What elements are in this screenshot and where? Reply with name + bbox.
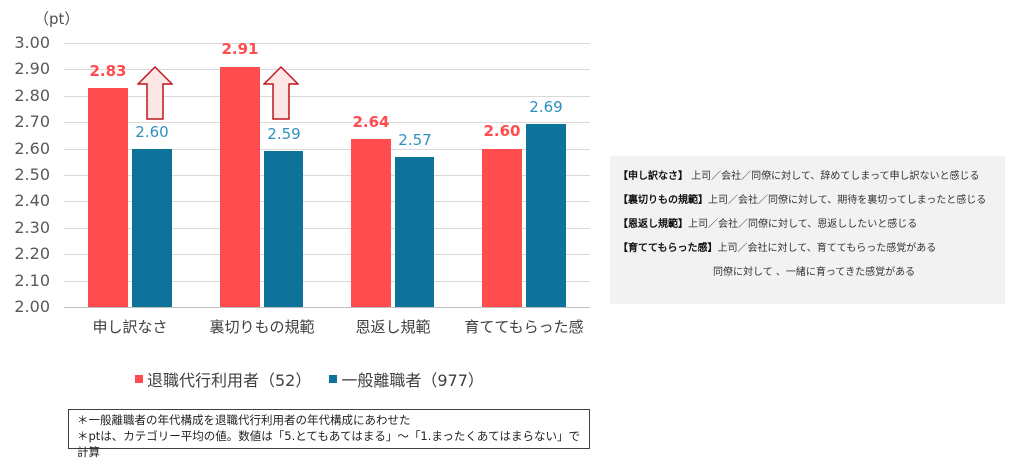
definitions-box: 【申し訳なさ】 上司／会社／同僚に対して、辞めてしまって申し訳ないと感じる 【裏… xyxy=(610,156,1005,304)
gridline xyxy=(64,69,590,70)
bar-general-moushiwake xyxy=(132,149,172,307)
definition-row: 【恩返し規範】上司／会社／同僚に対して、恩返ししたいと感じる xyxy=(618,217,1005,241)
bar-general-ongaeshi xyxy=(395,157,434,307)
definition-row: 【裏切りもの規範】上司／会社／同僚に対して、期待を裏切ってしまったと感じる xyxy=(618,193,1005,217)
definition-term: 【裏切りもの規範】 xyxy=(618,195,708,206)
gridline xyxy=(64,281,590,282)
gridline xyxy=(64,96,590,97)
up-arrow-icon xyxy=(137,66,173,120)
value-label: 2.64 xyxy=(352,113,390,131)
footnote-line: ＊一般離職者の年代構成を退職代行利用者の年代構成にあわせた xyxy=(77,413,411,427)
gridline xyxy=(64,201,590,202)
value-label: 2.83 xyxy=(89,62,127,80)
y-tick: 2.70 xyxy=(14,112,50,131)
definition-text: 同僚に対して 、一緒に育ってきた感覚がある xyxy=(713,267,916,278)
y-tick: 2.60 xyxy=(14,139,50,158)
bar-retire-agency-uragiri xyxy=(220,67,260,307)
legend-item-general: 一般離職者（977） xyxy=(329,367,484,391)
gridline xyxy=(64,175,590,176)
value-label: 2.60 xyxy=(483,122,521,140)
y-tick: 2.50 xyxy=(14,165,50,184)
definition-text: 上司／会社／同僚に対して、辞めてしまって申し訳ないと感じる xyxy=(688,171,980,182)
legend-swatch-red xyxy=(135,375,143,383)
definition-row: 【申し訳なさ】 上司／会社／同僚に対して、辞めてしまって申し訳ないと感じる xyxy=(618,169,1005,193)
x-axis-baseline xyxy=(64,307,590,308)
value-label: 2.59 xyxy=(267,125,301,143)
bar-general-sodatete xyxy=(526,124,566,307)
gridline xyxy=(64,149,590,150)
footnote-line: ＊ptは、カテゴリー平均の値。数値は「5.とてもあてはまる」～「1.まったくあて… xyxy=(77,429,580,459)
definition-term: 【育ててもらった感】 xyxy=(618,243,718,254)
y-tick: 2.00 xyxy=(14,297,50,316)
x-tick-label: 申し訳なさ xyxy=(92,318,168,336)
y-tick: 2.40 xyxy=(14,191,50,210)
gridline xyxy=(64,43,590,44)
legend-label: 退職代行利用者（52） xyxy=(147,371,312,390)
legend-item-retire-agency: 退職代行利用者（52） xyxy=(135,367,311,391)
bar-retire-agency-sodatete xyxy=(482,149,522,307)
definition-row: 【育ててもらった感】上司／会社に対して、育ててもらった感覚がある xyxy=(618,241,1005,265)
definition-text: 上司／会社／同僚に対して、期待を裏切ってしまったと感じる xyxy=(708,195,987,206)
y-tick: 2.20 xyxy=(14,244,50,263)
value-label: 2.69 xyxy=(529,98,563,116)
y-tick: 2.30 xyxy=(14,218,50,237)
bar-retire-agency-ongaeshi xyxy=(351,139,391,307)
gridline xyxy=(64,122,590,123)
x-tick-label: 裏切りもの規範 xyxy=(209,318,315,336)
definition-text: 上司／会社に対して、育ててもらった感覚がある xyxy=(717,243,937,254)
y-axis-unit: （pt） xyxy=(34,10,80,28)
legend-label: 一般離職者（977） xyxy=(341,371,484,390)
value-label: 2.91 xyxy=(221,40,259,58)
y-tick: 2.80 xyxy=(14,86,50,105)
definition-text: 上司／会社／同僚に対して、恩返ししたいと感じる xyxy=(688,219,918,230)
bar-retire-agency-moushiwake xyxy=(88,88,128,307)
definition-term: 【申し訳なさ】 xyxy=(618,171,688,182)
definition-row-continuation: 同僚に対して 、一緒に育ってきた感覚がある xyxy=(618,265,1005,289)
legend-swatch-blue xyxy=(329,375,338,383)
value-label: 2.60 xyxy=(135,123,169,141)
footnote-box: ＊一般離職者の年代構成を退職代行利用者の年代構成にあわせた ＊ptは、カテゴリー… xyxy=(68,409,590,459)
x-tick-label: 育ててもらった感 xyxy=(464,318,584,336)
gridline xyxy=(64,228,590,229)
x-tick-label: 恩返し規範 xyxy=(355,318,431,336)
y-tick: 2.90 xyxy=(14,59,50,78)
value-label: 2.57 xyxy=(398,131,432,149)
up-arrow-icon xyxy=(263,66,299,120)
y-tick: 3.00 xyxy=(14,33,50,52)
y-tick: 2.10 xyxy=(14,271,50,290)
gridline xyxy=(64,254,590,255)
chart-legend: 退職代行利用者（52） 一般離職者（977） xyxy=(135,367,484,391)
definition-term: 【恩返し規範】 xyxy=(618,219,688,230)
bar-general-uragiri xyxy=(264,151,303,307)
